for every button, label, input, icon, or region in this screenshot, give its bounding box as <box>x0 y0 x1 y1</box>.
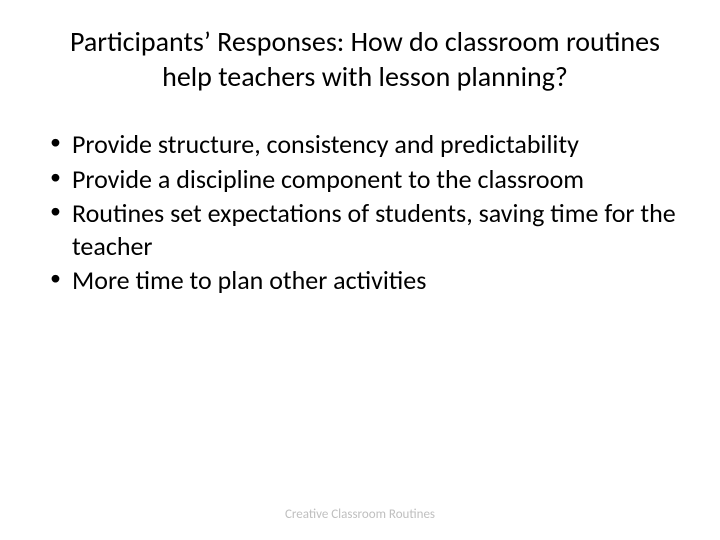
list-item: Provide structure, consistency and predi… <box>46 128 680 161</box>
slide-container: Participants’ Responses: How do classroo… <box>0 0 720 540</box>
list-item: More time to plan other activities <box>46 264 680 297</box>
slide-footer: Creative Classroom Routines <box>0 507 720 522</box>
slide-content: Provide structure, consistency and predi… <box>40 112 680 297</box>
bullet-list: Provide structure, consistency and predi… <box>46 128 680 297</box>
list-item: Routines set expectations of students, s… <box>46 197 680 262</box>
list-item: Provide a discipline component to the cl… <box>46 163 680 196</box>
slide-title: Participants’ Responses: How do classroo… <box>40 24 680 112</box>
